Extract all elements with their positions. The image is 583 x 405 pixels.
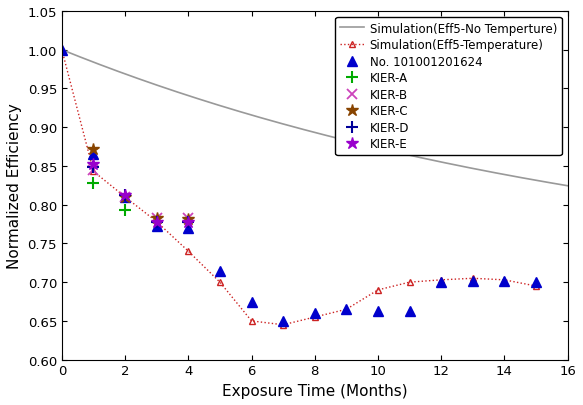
No. 101001201624 <box>216 269 223 273</box>
No. 101001201624 <box>438 280 445 285</box>
Simulation(Eff5-No Temperture) <box>301 128 308 133</box>
Line: KIER-C: KIER-C <box>87 143 195 225</box>
X-axis label: Exposure Time (Months): Exposure Time (Months) <box>222 383 408 398</box>
KIER-E <box>153 220 160 225</box>
Simulation(Eff5-No Temperture) <box>473 167 480 172</box>
Simulation(Eff5-No Temperture) <box>58 48 65 53</box>
Line: KIER-E: KIER-E <box>87 159 195 228</box>
Line: KIER-A: KIER-A <box>88 178 131 216</box>
Simulation(Eff5-Temperature) <box>90 169 97 174</box>
Y-axis label: Normalized Efficiency: Normalized Efficiency <box>7 103 22 269</box>
Line: Simulation(Eff5-Temperature): Simulation(Eff5-Temperature) <box>58 47 539 328</box>
Simulation(Eff5-Temperature) <box>469 276 476 281</box>
Simulation(Eff5-Temperature) <box>122 195 129 200</box>
KIER-A <box>90 181 97 186</box>
Simulation(Eff5-Temperature) <box>280 322 287 327</box>
No. 101001201624 <box>501 279 508 284</box>
KIER-B <box>122 195 129 200</box>
Simulation(Eff5-Temperature) <box>501 278 508 283</box>
Simulation(Eff5-No Temperture) <box>332 136 339 141</box>
Line: KIER-B: KIER-B <box>89 166 193 223</box>
Simulation(Eff5-Temperature) <box>58 48 65 53</box>
No. 101001201624 <box>248 299 255 304</box>
No. 101001201624 <box>90 153 97 158</box>
Line: KIER-D: KIER-D <box>88 162 194 228</box>
Simulation(Eff5-Temperature) <box>216 280 223 285</box>
KIER-B <box>153 216 160 221</box>
Line: Simulation(Eff5-No Temperture): Simulation(Eff5-No Temperture) <box>62 51 568 186</box>
Simulation(Eff5-Temperature) <box>406 280 413 285</box>
Simulation(Eff5-Temperature) <box>311 315 318 320</box>
KIER-B <box>185 216 192 221</box>
KIER-C <box>153 216 160 221</box>
No. 101001201624 <box>122 195 129 200</box>
KIER-D <box>90 166 97 171</box>
KIER-D <box>153 220 160 225</box>
KIER-C <box>185 217 192 222</box>
Legend: Simulation(Eff5-No Temperture), Simulation(Eff5-Temperature), No. 101001201624, : Simulation(Eff5-No Temperture), Simulati… <box>335 18 561 156</box>
Simulation(Eff5-Temperature) <box>343 307 350 312</box>
KIER-C <box>122 195 129 200</box>
No. 101001201624 <box>343 307 350 312</box>
Simulation(Eff5-No Temperture) <box>359 143 366 147</box>
No. 101001201624 <box>280 319 287 324</box>
No. 101001201624 <box>532 280 539 285</box>
KIER-E <box>185 220 192 225</box>
No. 101001201624 <box>374 309 381 313</box>
No. 101001201624 <box>58 48 65 53</box>
No. 101001201624 <box>469 279 476 284</box>
Simulation(Eff5-No Temperture) <box>564 184 571 189</box>
Simulation(Eff5-Temperature) <box>374 288 381 293</box>
KIER-D <box>185 220 192 225</box>
No. 101001201624 <box>406 309 413 313</box>
Simulation(Eff5-No Temperture) <box>298 127 305 132</box>
Simulation(Eff5-Temperature) <box>185 249 192 254</box>
KIER-E <box>90 162 97 167</box>
No. 101001201624 <box>153 224 160 229</box>
KIER-A <box>122 208 129 213</box>
KIER-E <box>122 194 129 198</box>
Line: No. 101001201624: No. 101001201624 <box>57 46 541 326</box>
KIER-D <box>122 194 129 198</box>
No. 101001201624 <box>311 311 318 316</box>
Simulation(Eff5-Temperature) <box>438 278 445 283</box>
Simulation(Eff5-Temperature) <box>248 319 255 324</box>
KIER-B <box>90 168 97 173</box>
Simulation(Eff5-Temperature) <box>153 220 160 225</box>
No. 101001201624 <box>185 226 192 231</box>
Simulation(Eff5-No Temperture) <box>552 182 559 187</box>
Simulation(Eff5-Temperature) <box>532 284 539 289</box>
KIER-C <box>90 147 97 152</box>
